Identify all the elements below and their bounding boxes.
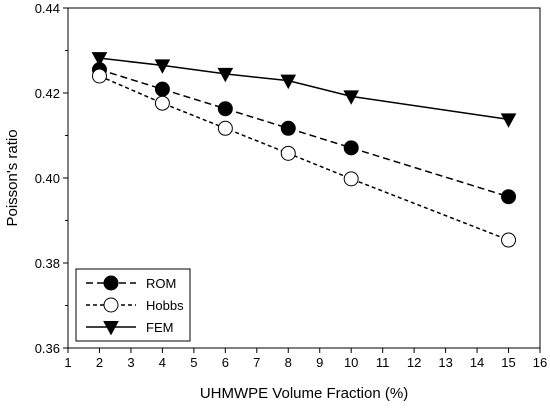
legend-items: ROM Hobbs FEM: [86, 275, 184, 336]
y-axis: 0.36 0.38 0.40 0.42 0.44: [35, 1, 68, 356]
data-point-hobbs: [154, 95, 170, 111]
data-point-rom: [154, 81, 170, 97]
x-tick-label: 15: [501, 355, 515, 370]
data-point-hobbs: [343, 171, 359, 187]
data-point-fem: [217, 67, 234, 83]
y-tick-label: 0.44: [35, 1, 60, 16]
x-tick-label: 8: [285, 355, 292, 370]
y-tick-label: 0.42: [35, 86, 60, 101]
data-point-fem: [343, 90, 360, 105]
x-tick-label: 14: [470, 355, 484, 370]
data-point-rom: [217, 101, 233, 117]
x-axis: 1 2 3 4 5 6 7 8 9 10 11 12 13 14 15 16: [64, 348, 547, 370]
legend-item-rom: ROM: [86, 275, 176, 291]
data-point-fem: [500, 113, 517, 128]
x-tick-label: 3: [127, 355, 134, 370]
legend-label-rom: ROM: [146, 276, 176, 291]
x-tick-label: 13: [438, 355, 452, 370]
data-point-hobbs: [91, 68, 107, 84]
legend-marker-rom: [103, 275, 119, 291]
legend-label-fem: FEM: [146, 320, 173, 335]
legend-marker-hobbs: [103, 297, 119, 313]
x-tick-label: 12: [407, 355, 421, 370]
legend-item-fem: FEM: [86, 320, 173, 336]
data-point-hobbs: [501, 232, 517, 248]
y-tick-label: 0.36: [35, 341, 60, 356]
data-point-fem: [280, 74, 297, 90]
data-point-rom: [280, 120, 296, 136]
x-tick-label: 11: [376, 355, 390, 370]
x-tick-label: 5: [190, 355, 197, 370]
x-axis-title: UHMWPE Volume Fraction (%): [200, 385, 408, 402]
y-axis-title: Poisson's ratio: [4, 129, 21, 226]
data-point-rom: [501, 189, 517, 205]
data-point-fem: [91, 52, 108, 67]
x-tick-label: 16: [533, 355, 547, 370]
x-tick-label: 2: [96, 355, 103, 370]
x-tick-label: 4: [159, 355, 166, 370]
legend: ROM Hobbs FEM: [75, 268, 191, 342]
x-tick-label: 10: [344, 355, 358, 370]
series-hobbs: [91, 68, 517, 248]
series-rom: [91, 62, 517, 205]
series-fem: [91, 52, 517, 128]
series-line-fem: [99, 57, 509, 121]
x-tick-label: 9: [316, 355, 323, 370]
x-tick-label: 6: [222, 355, 229, 370]
y-tick-label: 0.40: [35, 171, 60, 186]
x-tick-label: 1: [64, 355, 71, 370]
y-tick-label: 0.38: [35, 256, 60, 271]
data-point-rom: [343, 140, 359, 156]
legend-marker-fem: [103, 320, 119, 336]
data-point-hobbs: [217, 120, 233, 136]
x-tick-label: 7: [253, 355, 260, 370]
legend-item-hobbs: Hobbs: [86, 297, 184, 313]
series-layer: [91, 52, 517, 248]
legend-label-hobbs: Hobbs: [146, 298, 184, 313]
series-line-hobbs: [99, 75, 509, 241]
series-line-rom: [99, 68, 509, 198]
data-point-hobbs: [280, 145, 296, 161]
data-point-fem: [154, 59, 171, 74]
